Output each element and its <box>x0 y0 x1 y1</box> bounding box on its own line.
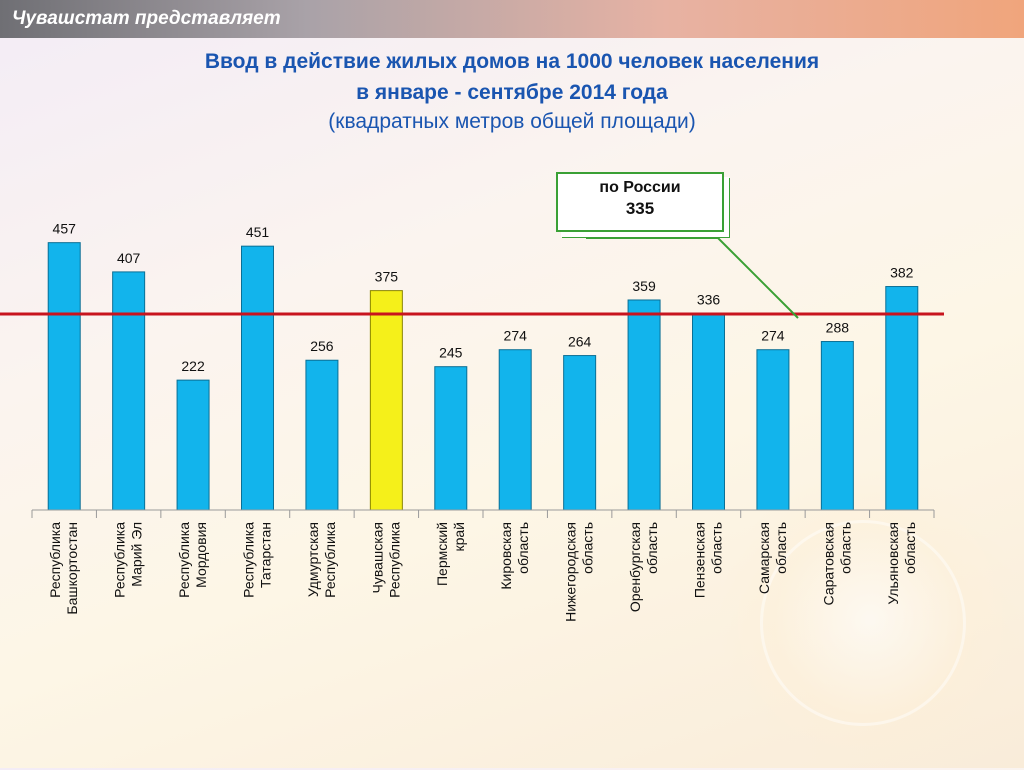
category-label-2: Республика Мордовия <box>176 522 209 598</box>
bar-5 <box>369 290 403 511</box>
bar-1 <box>112 271 146 511</box>
category-label-9: Оренбургская область <box>627 522 660 612</box>
russia-average-label: по России <box>599 179 681 196</box>
category-label-1-line-0: Республика <box>112 522 128 598</box>
bar-value-label-2: 222 <box>181 358 205 374</box>
bar-2 <box>176 379 210 511</box>
bar-value-label-0: 457 <box>53 221 77 237</box>
category-label-8-line-1: область <box>580 522 596 574</box>
chart-subtitle: (квадратных метров общей площади) <box>328 110 696 133</box>
bar-value-label-7: 274 <box>504 328 528 344</box>
category-label-5-line-0: Чувашская <box>369 522 385 593</box>
bar-13 <box>885 286 919 511</box>
category-label-5-line-1: Республика <box>386 522 402 598</box>
bar-value-label-5: 375 <box>375 269 399 285</box>
bar-value-label-8: 264 <box>568 334 592 350</box>
category-label-7: Кировская область <box>498 522 531 590</box>
bar-value-label-11: 274 <box>761 328 785 344</box>
category-label-11: Самарская область <box>756 522 789 594</box>
bar-value-label-3: 451 <box>246 224 270 240</box>
category-label-9-line-1: область <box>644 522 660 574</box>
category-label-2-line-1: Мордовия <box>193 522 209 588</box>
bar-6 <box>434 366 468 511</box>
category-label-13-line-0: Ульяновская <box>885 522 901 605</box>
bar-9 <box>627 299 661 511</box>
bar-value-label-12: 288 <box>826 320 850 336</box>
category-label-0-line-1: Башкортостан <box>64 522 80 615</box>
category-label-13-line-1: область <box>902 522 918 574</box>
bar-11 <box>756 349 790 511</box>
bar-value-label-1: 407 <box>117 250 141 266</box>
category-label-3-line-0: Республика <box>241 522 257 598</box>
category-label-4-line-1: Республика <box>322 522 338 598</box>
chart-title-line-2: в январе - сентябре 2014 года <box>356 81 668 104</box>
background-ring <box>760 520 966 726</box>
category-label-0-line-0: Республика <box>47 522 63 598</box>
category-label-0: Республика Башкортостан <box>47 522 80 615</box>
russia-average-callout: по России 335 <box>556 172 724 232</box>
category-label-4-line-0: Удмуртская <box>305 522 321 597</box>
bar-10 <box>692 312 725 511</box>
category-label-3-line-1: Татарстан <box>258 522 274 588</box>
category-label-1: Республика Марий Эл <box>112 522 145 598</box>
category-label-4: Удмуртская Республика <box>305 522 338 598</box>
bar-value-label-6: 245 <box>439 345 463 361</box>
category-label-2-line-0: Республика <box>176 522 192 598</box>
bar-12 <box>820 341 854 511</box>
category-label-10: Пензенская область <box>692 522 725 598</box>
bar-0 <box>47 242 81 511</box>
category-label-6-line-1: край <box>451 522 467 552</box>
category-label-10-line-1: область <box>709 522 725 574</box>
category-label-3: Республика Татарстан <box>241 522 274 598</box>
header-bar: Чувашстат представляет <box>0 0 1024 38</box>
category-label-10-line-0: Пензенская <box>692 522 708 598</box>
header-text: Чувашстат представляет <box>12 8 281 29</box>
category-label-6: Пермский край <box>434 522 467 586</box>
bar-7 <box>498 349 532 511</box>
category-label-8-line-0: Нижегородская <box>563 522 579 622</box>
bar-4 <box>305 359 339 511</box>
category-label-11-line-1: область <box>773 522 789 574</box>
category-label-8: Нижегородская область <box>563 522 596 622</box>
category-label-12-line-1: область <box>837 522 853 574</box>
category-label-1-line-1: Марий Эл <box>129 522 145 587</box>
bar-value-label-9: 359 <box>632 278 656 294</box>
callout-connector-line <box>586 237 799 319</box>
bar-8 <box>563 355 597 511</box>
category-label-7-line-0: Кировская <box>498 522 514 590</box>
category-label-9-line-0: Оренбургская <box>627 522 643 612</box>
bar-value-label-13: 382 <box>890 265 914 281</box>
category-label-13: Ульяновская область <box>885 522 918 605</box>
russia-average-value: 335 <box>625 199 655 218</box>
category-label-5: Чувашская Республика <box>369 522 402 598</box>
bar-value-label-10: 336 <box>697 291 721 307</box>
category-label-6-line-0: Пермский <box>434 522 450 586</box>
category-label-7-line-1: область <box>515 522 531 574</box>
bar-value-label-4: 256 <box>310 338 334 354</box>
bar-3 <box>241 245 274 511</box>
category-label-11-line-0: Самарская <box>756 522 772 594</box>
category-label-12: Саратовская область <box>820 522 853 605</box>
category-label-12-line-0: Саратовская <box>820 522 836 605</box>
chart-title-line-1: Ввод в действие жилых домов на 1000 чело… <box>204 50 820 73</box>
